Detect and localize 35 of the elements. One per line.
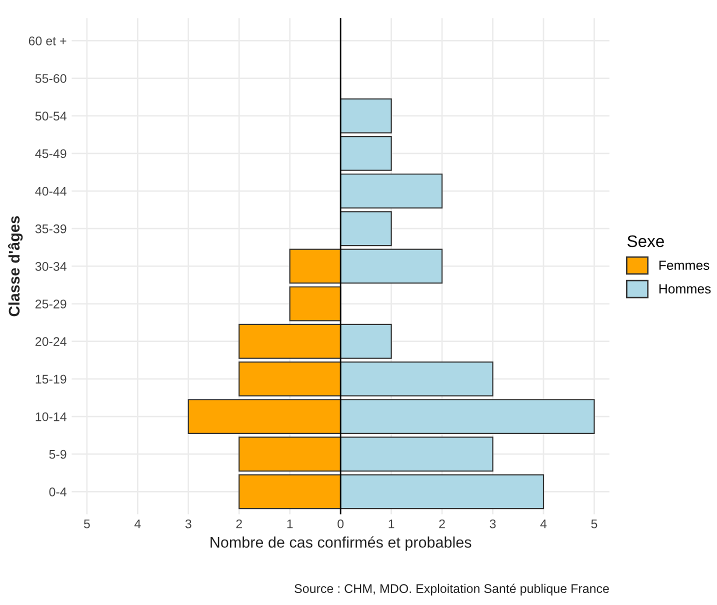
bar (340, 136, 392, 171)
x-tick-label: 5 (591, 520, 598, 528)
legend-label: Hommes (659, 284, 711, 294)
bar (289, 286, 342, 322)
y-tick-label: 60 et + (28, 36, 66, 46)
y-tick-label: 55-60 (35, 74, 66, 83)
y-tick-label: 40-44 (35, 186, 66, 196)
y-tick-label: 5-9 (49, 450, 66, 459)
x-axis-title: Nombre de cas confirmés et probables (210, 536, 472, 551)
y-tick-label: 20-24 (36, 337, 66, 346)
x-tick-label: 2 (439, 519, 445, 528)
x-tick-label: 4 (134, 520, 141, 528)
y-tick-label: 15-19 (36, 374, 66, 384)
bar (340, 211, 392, 246)
x-tick-label: 0 (338, 519, 344, 528)
x-tick-label: 1 (388, 520, 394, 528)
bar (340, 98, 392, 134)
x-tick-label: 1 (287, 520, 293, 528)
source-note: Source : CHM, MDO. Exploitation Santé publique France (294, 584, 609, 596)
x-tick-label: 3 (185, 519, 192, 528)
y-tick-label: 50-54 (35, 112, 66, 121)
x-tick-label: 3 (490, 519, 496, 528)
y-tick-label: 0-4 (49, 488, 66, 496)
y-axis-title: Classe d'âges (8, 216, 23, 316)
x-tick-label: 4 (540, 520, 547, 528)
y-tick-label: 25-29 (36, 300, 66, 308)
y-tick-label: 30-34 (35, 262, 66, 271)
legend-title: Sexe (627, 235, 664, 248)
y-tick-label: 35-39 (35, 224, 66, 234)
x-tick-label: 2 (236, 519, 242, 528)
legend-label: Femmes (659, 260, 710, 270)
bar (340, 174, 443, 208)
y-tick-label: 45-49 (35, 149, 66, 158)
x-tick-label: 5 (84, 520, 90, 528)
y-tick-label: 10-14 (36, 412, 66, 422)
